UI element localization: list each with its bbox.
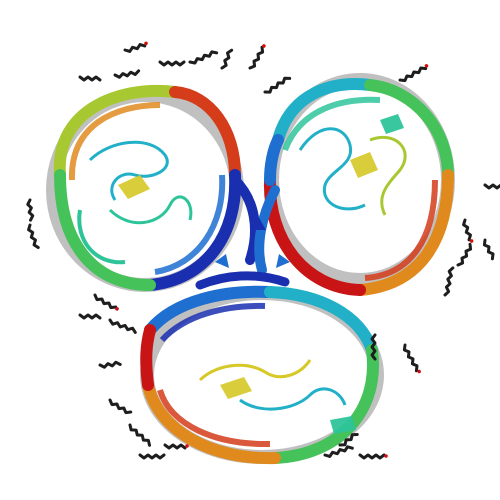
ligand-chain	[78, 313, 102, 320]
barrel-bottom	[140, 285, 384, 465]
ligand-chain	[358, 453, 388, 460]
ligand-chain	[93, 293, 119, 311]
ligand-chain	[27, 223, 40, 250]
ligand-chain	[402, 343, 421, 374]
ligand-chain	[248, 44, 266, 70]
ligand-chain	[462, 218, 474, 243]
ligand-chain	[163, 443, 189, 450]
ligand-chain	[220, 48, 234, 70]
ligand-chain	[113, 69, 141, 79]
ligand-chain	[443, 266, 455, 297]
ligand-chain	[323, 445, 354, 458]
ligand-molecules	[26, 41, 500, 460]
ligand-chain	[398, 64, 429, 83]
ligand-chain	[138, 453, 166, 460]
ligand-chain	[123, 41, 148, 53]
ligand-chain	[98, 360, 122, 369]
ligand-chain	[482, 238, 495, 261]
ligand-chain	[78, 75, 102, 82]
ligand-chain	[263, 76, 292, 94]
central-interface-strands	[195, 175, 290, 290]
ligand-chain	[483, 183, 500, 190]
ligand-chain	[338, 432, 359, 447]
ligand-chain	[108, 318, 137, 334]
barrel-top-left	[46, 84, 244, 292]
ligand-chain	[370, 333, 377, 361]
ligand-chain	[128, 423, 152, 447]
ligand-chain	[158, 60, 186, 67]
ligand-chain	[188, 50, 219, 65]
barrel-top-right	[263, 73, 455, 296]
ligand-chain	[456, 242, 473, 267]
ligand-chain	[108, 398, 133, 415]
ligand-chain	[26, 198, 35, 222]
